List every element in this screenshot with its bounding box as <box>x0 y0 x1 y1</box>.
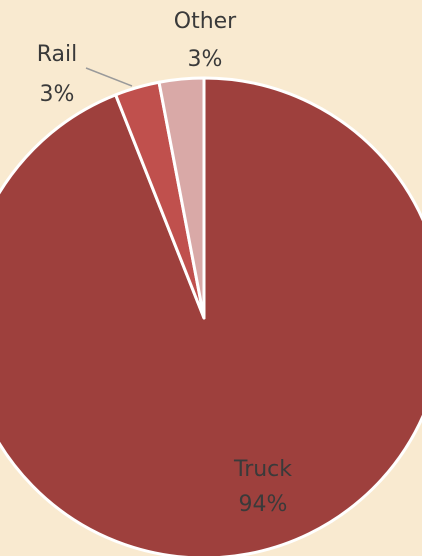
slice-value-label: 3% <box>188 47 223 72</box>
pie-slice <box>0 76 422 556</box>
slice-value-label: 3% <box>40 82 75 107</box>
slice-label: Rail <box>37 42 78 67</box>
pie-slice <box>157 76 206 320</box>
leader-line <box>85 67 133 87</box>
slice-value-label: 94% <box>239 492 288 517</box>
slice-label: Other <box>174 9 237 34</box>
slice-label: Truck <box>233 457 292 482</box>
